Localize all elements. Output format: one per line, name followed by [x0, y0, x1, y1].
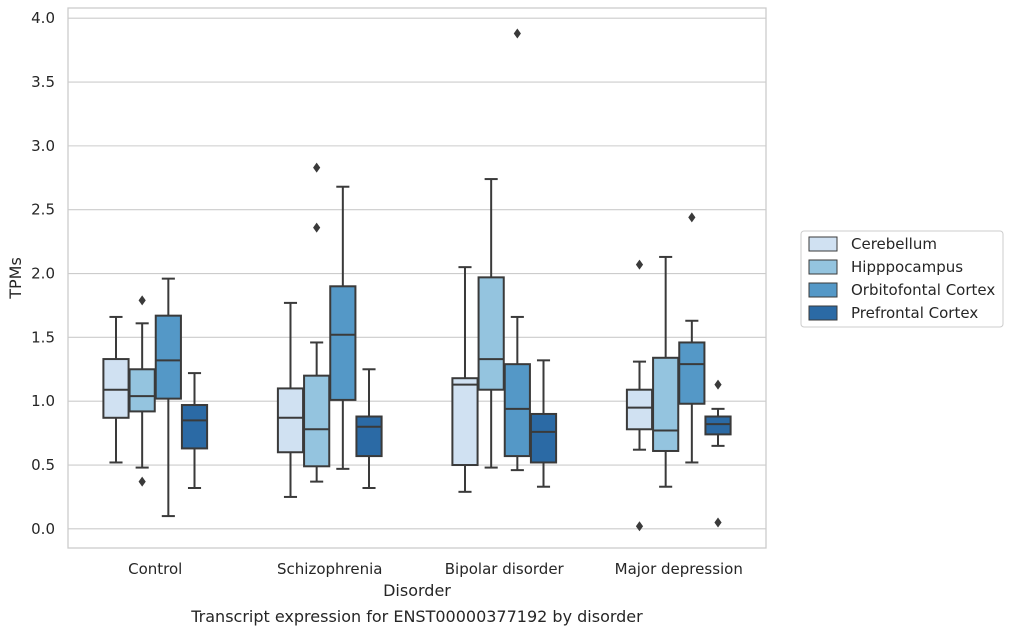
box-orbitofontal-cortex-schizophrenia: [329, 185, 357, 470]
box-hipppocampus-schizophrenia: [303, 162, 331, 483]
box-body: [329, 285, 357, 401]
outlier-point: [635, 521, 644, 532]
outlier-point: [714, 379, 722, 390]
y-axis-label: TPMs: [6, 257, 25, 300]
box-body: [180, 404, 209, 450]
box-hipppocampus-control: [128, 295, 156, 487]
box-body: [529, 412, 558, 464]
y-tick-label: 1.0: [31, 392, 55, 410]
box-prefrontal-cortex-major-depression: [704, 379, 732, 528]
legend: Cerebellum Hipppocampus Orbitofontal Corte…: [800, 230, 1004, 328]
box-body: [477, 276, 505, 391]
box-body: [451, 377, 479, 467]
outlier-point: [313, 222, 321, 233]
box-body: [704, 415, 732, 436]
box-prefrontal-cortex-control: [180, 372, 209, 489]
box-body: [355, 415, 383, 458]
box-body: [678, 341, 706, 405]
legend-label: Hipppocampus: [851, 258, 963, 276]
x-axis-label: Disorder: [383, 581, 451, 600]
x-tick-label: Schizophrenia: [277, 560, 382, 578]
outlier-point: [138, 295, 146, 306]
box-body: [154, 314, 182, 400]
box-cerebellum-schizophrenia: [276, 301, 305, 498]
x-tick-label: Major depression: [615, 560, 743, 578]
box-plots: [102, 28, 732, 532]
legend-label: Orbitofontal Cortex: [851, 281, 995, 299]
box-body: [102, 358, 130, 419]
legend-swatch: [808, 282, 838, 298]
outlier-point: [688, 212, 696, 223]
legend-swatch: [808, 259, 838, 275]
legend-label: Prefrontal Cortex: [851, 304, 978, 322]
y-tick-label: 3.5: [31, 73, 55, 91]
legend-label: Cerebellum: [851, 235, 937, 253]
y-axis-ticks: 0.0 0.5 1.0 1.5 2.0 2.5 3.0 3.5 4.0: [31, 9, 55, 538]
figure-caption: Transcript expression for ENST0000037719…: [190, 607, 643, 626]
box-prefrontal-cortex-bipolar-disorder: [529, 359, 558, 488]
y-tick-label: 1.5: [31, 328, 55, 346]
outlier-point: [138, 476, 146, 487]
x-tick-label: Control: [128, 560, 182, 578]
box-hipppocampus-bipolar-disorder: [477, 178, 505, 469]
box-orbitofontal-cortex-major-depression: [678, 212, 706, 464]
outlier-point: [714, 517, 722, 528]
box-body: [128, 368, 156, 413]
y-tick-label: 0.5: [31, 456, 55, 474]
box-body: [625, 388, 654, 431]
y-tick-label: 2.5: [31, 201, 55, 219]
box-cerebellum-control: [102, 315, 130, 464]
box-hipppocampus-major-depression: [652, 255, 680, 488]
box-body: [652, 356, 680, 452]
box-cerebellum-major-depression: [625, 259, 654, 532]
outlier-point: [313, 162, 321, 173]
y-tick-label: 4.0: [31, 9, 55, 27]
box-cerebellum-bipolar-disorder: [451, 266, 479, 493]
legend-swatch: [808, 236, 838, 252]
legend-frame: [800, 230, 1004, 328]
grid-lines: [68, 17, 766, 530]
y-tick-label: 0.0: [31, 520, 55, 538]
box-body: [503, 363, 531, 458]
outlier-point: [635, 259, 644, 270]
plot-frame: [67, 7, 767, 549]
legend-swatch: [808, 305, 838, 321]
box-orbitofontal-cortex-control: [154, 277, 182, 518]
x-tick-label: Bipolar disorder: [445, 560, 565, 578]
box-body: [276, 387, 305, 454]
x-axis-ticks: Control Schizophrenia Bipolar disorder Majo…: [128, 560, 743, 578]
y-tick-label: 2.0: [31, 265, 55, 283]
outlier-point: [513, 28, 521, 39]
box-body: [303, 374, 331, 468]
y-tick-label: 3.0: [31, 137, 55, 155]
box-prefrontal-cortex-schizophrenia: [355, 368, 383, 489]
box-orbitofontal-cortex-bipolar-disorder: [503, 28, 531, 472]
